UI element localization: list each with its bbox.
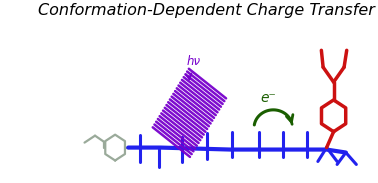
Text: Conformation-Dependent Charge Transfer: Conformation-Dependent Charge Transfer — [38, 3, 375, 18]
Text: e⁻: e⁻ — [260, 91, 276, 105]
Text: hν: hν — [187, 55, 201, 68]
